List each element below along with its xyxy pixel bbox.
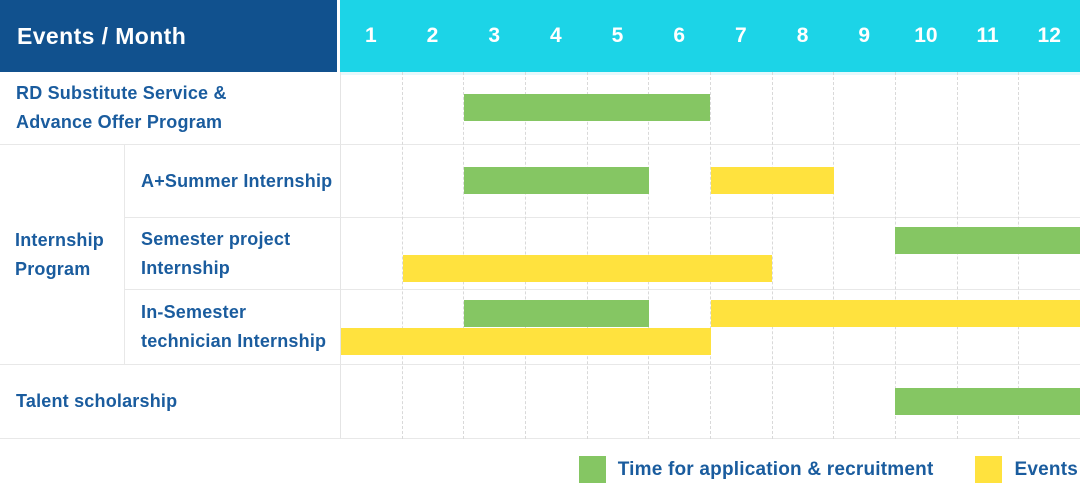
legend-label: Events [1014,458,1078,480]
application-bar [895,387,1080,415]
month-header-7: 7 [735,24,747,47]
chart-row-a-summer [340,145,1080,218]
legend-item-application: Time for application & recruitment [578,456,934,483]
chart-row-rd-substitute [340,72,1080,145]
month-header-9: 9 [858,24,871,47]
application-bar [464,167,649,194]
month-header-11: 11 [976,24,999,47]
application-bar [895,226,1080,254]
table-header: Events / Month 1 2 3 4 5 6 7 8 9 10 11 12 [0,0,1080,72]
chart-row-in-semester [340,290,1080,365]
events-bar [710,167,834,194]
month-header-8: 8 [796,24,809,47]
group-label-internship-program: Internship Program [0,145,125,365]
month-header-6: 6 [673,24,686,47]
row-label-rd-substitute: RD Substitute Service & Advance Offer Pr… [0,72,340,145]
month-header-5: 5 [611,24,624,47]
row-label-a-summer: A+Summer Internship [125,145,340,218]
month-header-12: 12 [1037,24,1061,47]
month-header-row: 1 2 3 4 5 6 7 8 9 10 11 12 [340,0,1080,72]
group-label-text: Internship Program [15,229,105,279]
events-bar [402,254,773,282]
application-bar [464,94,711,121]
row-label-semester-project: Semester project Internship [125,218,340,290]
legend-item-events: Events [975,456,1078,483]
month-header-2: 2 [426,24,439,47]
row-label-text: A+Summer Internship [141,170,333,191]
row-label-text: Talent scholarship [16,391,178,412]
chart-row-semester-project [340,218,1080,290]
events-month-label: Events / Month [17,22,187,49]
application-color-swatch [578,456,606,483]
month-header-3: 3 [488,24,501,47]
events-color-swatch [975,456,1003,483]
legend-label: Time for application & recruitment [617,458,934,480]
chart-row-talent-scholarship [340,365,1080,439]
row-label-talent-scholarship: Talent scholarship [0,365,340,439]
application-bar [464,300,649,327]
row-label-in-semester: In-Semester technician Internship [125,290,340,365]
legend: Time for application & recruitment Event… [578,456,1078,483]
row-label-text: Semester project Internship [141,228,291,278]
events-bar [341,328,711,355]
table-body: RD Substitute Service & Advance Offer Pr… [0,72,1080,439]
row-label-text: RD Substitute Service & Advance Offer Pr… [16,83,227,132]
events-month-header-cell: Events / Month [0,0,337,72]
header-divider [337,0,340,72]
month-header-1: 1 [364,24,377,47]
row-label-text: In-Semester technician Internship [141,302,327,351]
events-bar [710,300,1080,327]
month-header-10: 10 [914,24,938,47]
month-header-4: 4 [550,24,562,47]
